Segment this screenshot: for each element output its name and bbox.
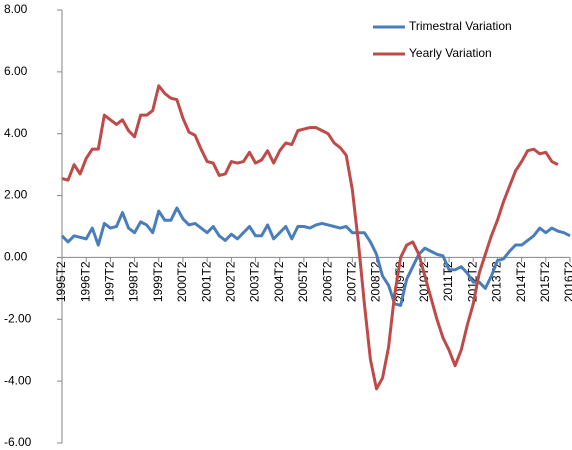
y-tick-label: 2.00 (4, 188, 28, 202)
x-tick-label: 2008T2 (369, 261, 383, 302)
x-tick-label: 2002T2 (224, 261, 238, 302)
y-tick-label: 8.00 (4, 2, 28, 16)
x-tick-label: 2005T2 (296, 261, 310, 302)
data-line (61, 84, 559, 391)
x-tick-label: 2007T2 (344, 261, 358, 302)
x-tick-label: 1999T2 (151, 261, 165, 302)
x-tick-label: 2006T2 (320, 261, 334, 302)
y-tick-label: -4.00 (4, 373, 32, 387)
y-tick-label: 6.00 (4, 64, 28, 78)
y-tick-label: 0.00 (4, 250, 28, 264)
x-tick-label: 2014T2 (514, 261, 528, 302)
x-tick-label: 1995T2 (54, 261, 68, 302)
x-tick-label: 2000T2 (175, 261, 189, 302)
y-tick-label: -6.00 (4, 435, 32, 449)
x-tick-label: 2003T2 (248, 261, 262, 302)
data-line (60, 206, 571, 307)
y-tick-label: -2.00 (4, 311, 32, 325)
x-tick-label: 2010T2 (417, 261, 431, 302)
legend-label: Trimestral Variation (409, 19, 512, 33)
x-tick-label: 2015T2 (538, 261, 552, 302)
x-tick-label: 2004T2 (272, 261, 286, 302)
legend-label: Yearly Variation (409, 46, 492, 60)
x-tick-label: 1998T2 (127, 261, 141, 302)
y-tick-label: 4.00 (4, 126, 28, 140)
x-tick-label: 1997T2 (103, 261, 117, 302)
x-tick-label: 2001T2 (199, 261, 213, 302)
x-tick-label: 2016T2 (562, 261, 572, 302)
x-tick-label: 1996T2 (78, 261, 92, 302)
x-tick-label: 2013T2 (490, 261, 504, 302)
